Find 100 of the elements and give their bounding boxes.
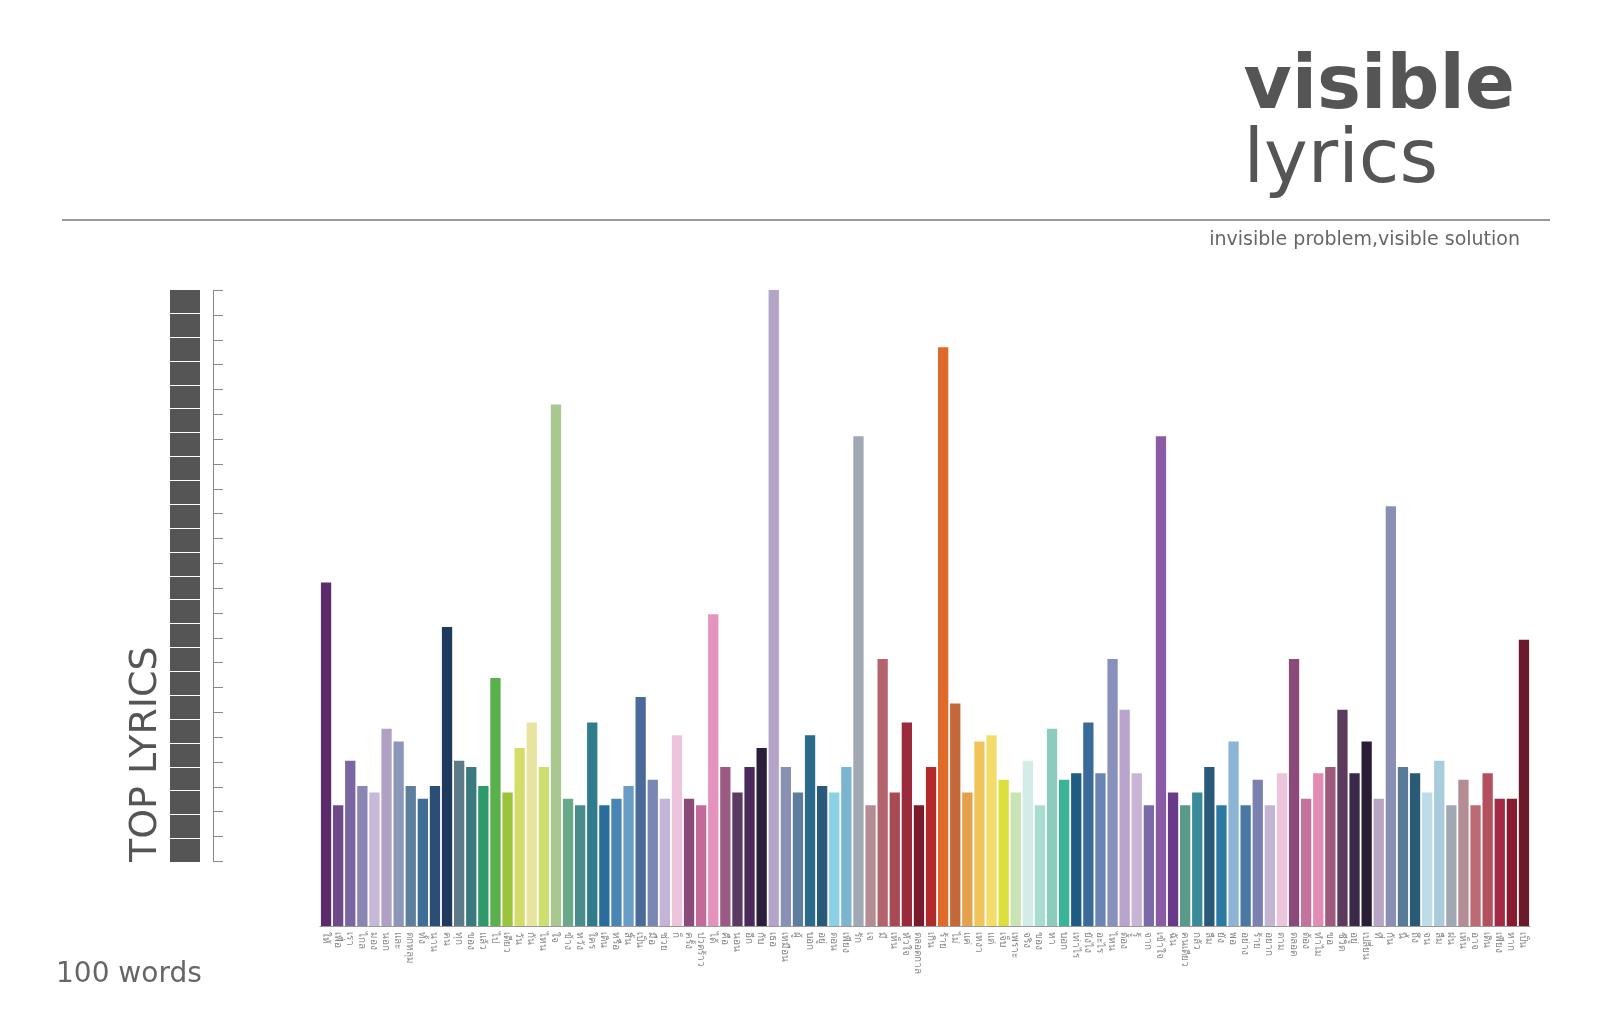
x-tick-label: เข้าใจ bbox=[1155, 932, 1167, 959]
x-tick-label: เหงา bbox=[973, 932, 985, 953]
x-tick-label: กับ bbox=[756, 932, 768, 944]
x-tick-label: ไหน bbox=[1107, 931, 1119, 951]
bar bbox=[333, 805, 344, 926]
bar bbox=[1119, 709, 1130, 926]
x-tick-label: รู้ bbox=[1130, 932, 1143, 938]
x-tick-label: ร้าย bbox=[1252, 932, 1264, 949]
bar bbox=[1482, 773, 1493, 926]
x-tick-label: ตลอดกาล bbox=[913, 932, 925, 974]
bar bbox=[357, 786, 368, 926]
x-tick-label: ได้ bbox=[707, 931, 719, 943]
x-tick-label: เหมือน bbox=[780, 932, 792, 962]
x-tick-label: ครั้ง bbox=[683, 932, 697, 949]
bar bbox=[1349, 773, 1360, 926]
x-tick-label: แล้ว bbox=[477, 932, 489, 950]
bar bbox=[865, 805, 876, 926]
bar bbox=[393, 741, 404, 926]
bar bbox=[817, 786, 828, 926]
bar bbox=[1034, 805, 1046, 926]
x-tick-label: เท่าไร bbox=[1070, 932, 1082, 959]
x-tick-label: จาก bbox=[1143, 932, 1155, 950]
x-tick-label: เป็น bbox=[635, 932, 649, 948]
bar bbox=[841, 767, 852, 926]
bar bbox=[429, 786, 441, 926]
x-tick-label: ผู้ bbox=[791, 932, 804, 938]
x-tick-label: ทำไม bbox=[1312, 932, 1324, 957]
bar bbox=[744, 767, 755, 926]
x-tick-label: กลัว bbox=[1191, 932, 1203, 950]
x-tick-label: ไป bbox=[489, 931, 501, 943]
x-tick-label: เดิน bbox=[1482, 932, 1494, 948]
x-tick-label: เป็น bbox=[1518, 932, 1532, 948]
x-tick-label: ของ bbox=[1034, 932, 1046, 950]
bar bbox=[1288, 658, 1300, 926]
x-tick-label: หรือ bbox=[610, 932, 622, 950]
bar bbox=[1216, 805, 1227, 926]
bar bbox=[369, 792, 380, 926]
text: invisible problem,visible solution bbox=[1209, 226, 1521, 249]
bar bbox=[901, 722, 912, 926]
bar bbox=[575, 805, 586, 926]
bar bbox=[780, 767, 791, 926]
x-tick-label: อยู่ bbox=[1348, 932, 1361, 944]
bar bbox=[417, 798, 428, 926]
bar bbox=[853, 436, 864, 926]
x-tick-label: คนเดียว bbox=[1179, 932, 1191, 967]
bar bbox=[1204, 767, 1215, 926]
bar bbox=[562, 798, 574, 926]
bar bbox=[1059, 779, 1070, 926]
bar bbox=[635, 697, 646, 926]
x-tick-label: ใจ bbox=[550, 932, 562, 943]
bar bbox=[502, 792, 513, 926]
bar bbox=[792, 792, 804, 926]
x-tick-label: ร้าย bbox=[937, 932, 949, 949]
bar bbox=[1446, 805, 1457, 926]
bar bbox=[1107, 658, 1118, 926]
x-tick-label: เจ bbox=[865, 932, 877, 941]
x-tick-label: กัน bbox=[1385, 932, 1397, 945]
bar bbox=[1131, 773, 1142, 926]
bar bbox=[1301, 798, 1312, 926]
x-tick-label: ฝน bbox=[1445, 932, 1457, 945]
bar bbox=[454, 760, 465, 926]
bar bbox=[1046, 728, 1058, 926]
x-tick-label: ฉัน bbox=[1167, 932, 1179, 946]
bar bbox=[345, 760, 356, 926]
x-tick-label: เรา bbox=[344, 932, 356, 946]
x-tick-label: นี้ bbox=[1397, 932, 1411, 939]
x-tick-label: แค่ bbox=[961, 932, 973, 945]
x-tick-label: อีก bbox=[744, 932, 756, 944]
bar bbox=[1422, 792, 1433, 926]
x-tick-label: และ bbox=[393, 932, 405, 949]
x-tick-label: เปลี่ยน bbox=[1361, 932, 1375, 960]
x-tick-label: ต้อง bbox=[1119, 932, 1131, 949]
bar bbox=[925, 767, 937, 926]
x-tick-label: ให้ bbox=[320, 932, 332, 944]
x-tick-label: กัน bbox=[526, 932, 538, 945]
x-tick-label: ตาม bbox=[1276, 932, 1288, 951]
bar bbox=[671, 735, 683, 926]
bar bbox=[623, 786, 634, 926]
x-tick-label: แต่ bbox=[986, 932, 998, 944]
bar bbox=[1180, 805, 1191, 926]
bar bbox=[1337, 709, 1348, 926]
bar bbox=[320, 582, 332, 926]
bar bbox=[1518, 639, 1530, 926]
x-tick-label: นอก bbox=[381, 932, 393, 951]
bar bbox=[829, 792, 840, 926]
bar bbox=[1494, 798, 1505, 926]
x-tick-label: เกิน bbox=[925, 932, 937, 948]
x-tick-label: หาก bbox=[1506, 932, 1518, 951]
bar bbox=[708, 614, 719, 926]
x-tick-label: วัน bbox=[514, 932, 526, 945]
text: TOP LYRICS bbox=[121, 646, 165, 863]
x-tick-label: คน bbox=[441, 932, 453, 946]
x-tick-label: ของ bbox=[465, 932, 477, 950]
x-tick-label: เพียง bbox=[1494, 932, 1506, 953]
x-tick-label: ทั้ง bbox=[417, 932, 431, 944]
x-tick-label: ข้าง bbox=[562, 932, 574, 950]
bar bbox=[538, 767, 549, 926]
x-tick-label: มือ bbox=[647, 932, 659, 945]
bar bbox=[913, 805, 925, 926]
x-tick-label: เพียง bbox=[840, 932, 852, 953]
